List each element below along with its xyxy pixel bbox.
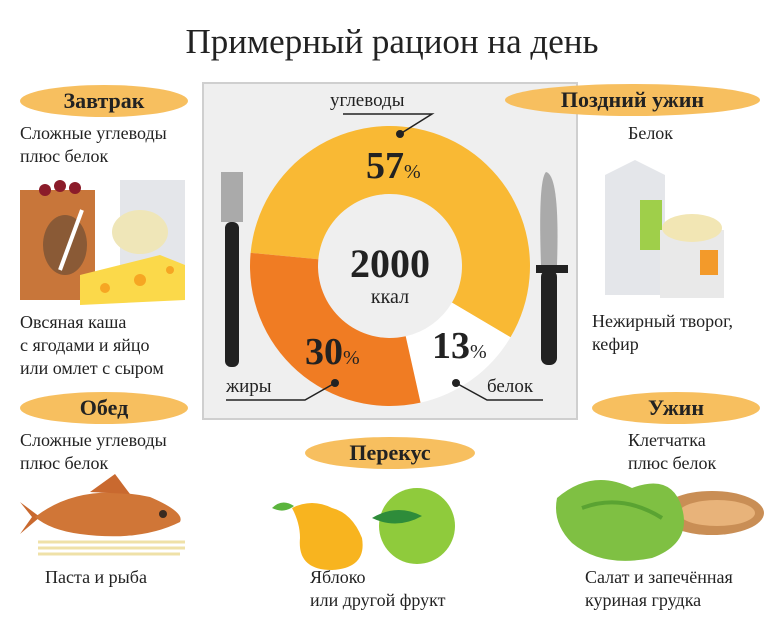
calories-unit: ккал: [370, 286, 410, 308]
lunch-label: Обед: [20, 392, 188, 424]
fats-value: 30: [305, 331, 343, 373]
pear-icon: [292, 503, 363, 570]
breakfast-caption-line: или омлет с сыром: [20, 358, 164, 378]
lunch-desc: Сложные углеводы плюс белок: [20, 429, 167, 475]
protein-value: 13: [432, 325, 470, 367]
egg-icon: [112, 210, 168, 254]
snack-label: Перекус: [305, 437, 475, 469]
salad-chicken-illustration: [556, 480, 764, 561]
dinner-caption-line: Салат и запечённая: [585, 567, 733, 587]
fish-icon: [20, 502, 40, 534]
page-title: Примерный рацион на день: [185, 22, 599, 61]
snack-caption-line: Яблоко: [310, 567, 366, 587]
lunch-caption: Паста и рыба: [45, 567, 147, 587]
knife-icon: [536, 172, 568, 365]
snack-caption: Яблоко или другой фрукт: [310, 566, 446, 612]
fish-pasta-illustration: [20, 474, 185, 556]
fats-value-label: 30%: [305, 330, 360, 374]
carbs-legend-label: углеводы: [330, 90, 405, 111]
late-dinner-label: Поздний ужин: [505, 84, 760, 116]
percent-unit: %: [404, 161, 421, 183]
protein-legend-label: белок: [487, 376, 534, 397]
fork-icon: [221, 172, 243, 367]
breakfast-label: Завтрак: [20, 85, 188, 117]
late-dinner-caption-line: Нежирный творог,: [592, 311, 734, 331]
salad-icon: [556, 480, 684, 561]
dinner-desc-line: Клетчатка: [628, 430, 706, 450]
breakfast-desc: Сложные углеводы плюс белок: [20, 122, 167, 168]
carbs-value: 57: [366, 145, 404, 187]
donut-segment-protein: [405, 302, 511, 403]
protein-value-label: 13%: [432, 324, 487, 368]
kefir-cottage-cheese-illustration: [605, 160, 724, 298]
late-dinner-caption: Нежирный творог, кефир: [592, 310, 733, 356]
snack-caption-line: или другой фрукт: [310, 590, 446, 610]
dinner-label: Ужин: [592, 392, 760, 424]
dinner-caption-line: куриная грудка: [585, 590, 702, 610]
donut-segment-fats: [250, 252, 421, 406]
breakfast-caption-line: с ягодами и яйцо: [20, 335, 150, 355]
percent-unit: %: [343, 347, 360, 369]
breakfast-caption-line: Овсяная каша: [20, 312, 127, 332]
breakfast-desc-line: плюс белок: [20, 146, 109, 166]
lunch-desc-line: Сложные углеводы: [20, 430, 167, 450]
kefir-carton-icon: [605, 160, 665, 295]
dinner-desc: Клетчатка плюс белок: [628, 429, 716, 475]
fats-legend-label: жиры: [226, 376, 272, 397]
late-dinner-caption-line: кефир: [592, 334, 639, 354]
donut-segment-carbs: [250, 125, 530, 338]
breakfast-caption: Овсяная каша с ягодами и яйцо или омлет …: [20, 311, 164, 380]
dinner-caption: Салат и запечённая куриная грудка: [585, 566, 733, 612]
apple-icon: [379, 488, 455, 564]
lunch-desc-line: плюс белок: [20, 453, 109, 473]
late-dinner-desc: Белок: [628, 123, 674, 143]
percent-unit: %: [470, 341, 487, 363]
dinner-desc-line: плюс белок: [628, 453, 717, 473]
carbs-value-label: 57%: [366, 144, 421, 188]
calories-value: 2000: [350, 241, 430, 286]
breakfast-illustration: [20, 180, 185, 305]
breakfast-desc-line: Сложные углеводы: [20, 123, 167, 143]
fruit-illustration: [272, 488, 455, 570]
pasta-icon: [38, 540, 185, 556]
